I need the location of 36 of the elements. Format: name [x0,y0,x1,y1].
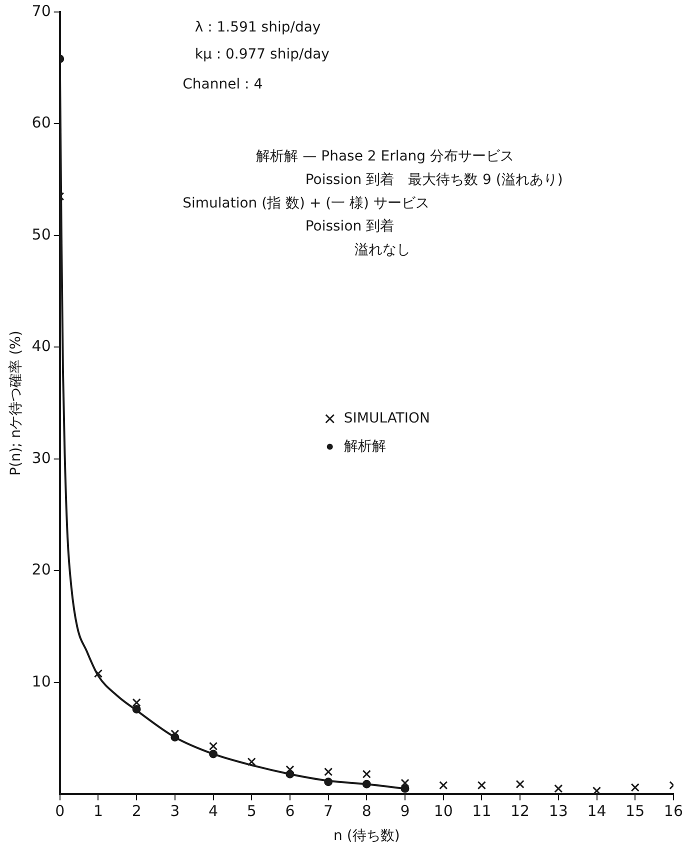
annotation: Poission 到着 最大待ち数 9 (溢れあり) [305,172,563,188]
y-tick-label: 70 [32,2,51,20]
x-tick-label: 6 [285,802,295,820]
y-tick-label: 10 [32,672,51,690]
annotation: Poission 到着 [305,218,394,235]
x-tick-label: 4 [208,802,218,820]
x-tick-label: 10 [434,802,453,820]
x-tick-label: 1 [93,802,104,820]
y-axis-title: P(n); nケ待つ確率 (%) [8,330,24,476]
y-tick-label: 40 [32,337,51,356]
y-tick-label: 30 [32,448,51,467]
y-tick-label: 60 [32,114,51,132]
annotation: kμ : 0.977 ship/day [194,46,330,63]
x-tick-label: 5 [246,802,256,820]
x-tick-label: 2 [132,802,142,820]
annotation: λ : 1.591 ship/day [194,19,321,36]
x-tick-label: 8 [362,802,372,820]
x-axis-title: n (待ち数) [334,828,400,844]
legend-label: SIMULATION [344,410,430,426]
annotation: Channel : 4 [182,76,263,92]
x-tick-label: 15 [626,802,645,820]
x-tick-label: 13 [548,802,568,820]
x-tick-label: 11 [472,802,492,820]
y-tick-label: 20 [32,560,51,579]
x-tick-label: 16 [664,802,684,820]
annotation: Simulation (指 数) + (一 様) サービス [182,195,430,212]
x-tick-label: 7 [324,802,334,820]
x-tick-label: 12 [510,802,530,820]
y-tick-label: 50 [32,225,51,244]
annotation: 溢れなし [354,242,410,258]
x-tick-label: 14 [587,802,606,820]
x-tick-label: 3 [170,802,180,820]
annotation: 解析解 — Phase 2 Erlang 分布サービス [256,148,514,164]
legend-label: 解析解 [344,438,386,454]
x-tick-label: 0 [55,802,65,820]
x-tick-label: 9 [400,802,410,820]
